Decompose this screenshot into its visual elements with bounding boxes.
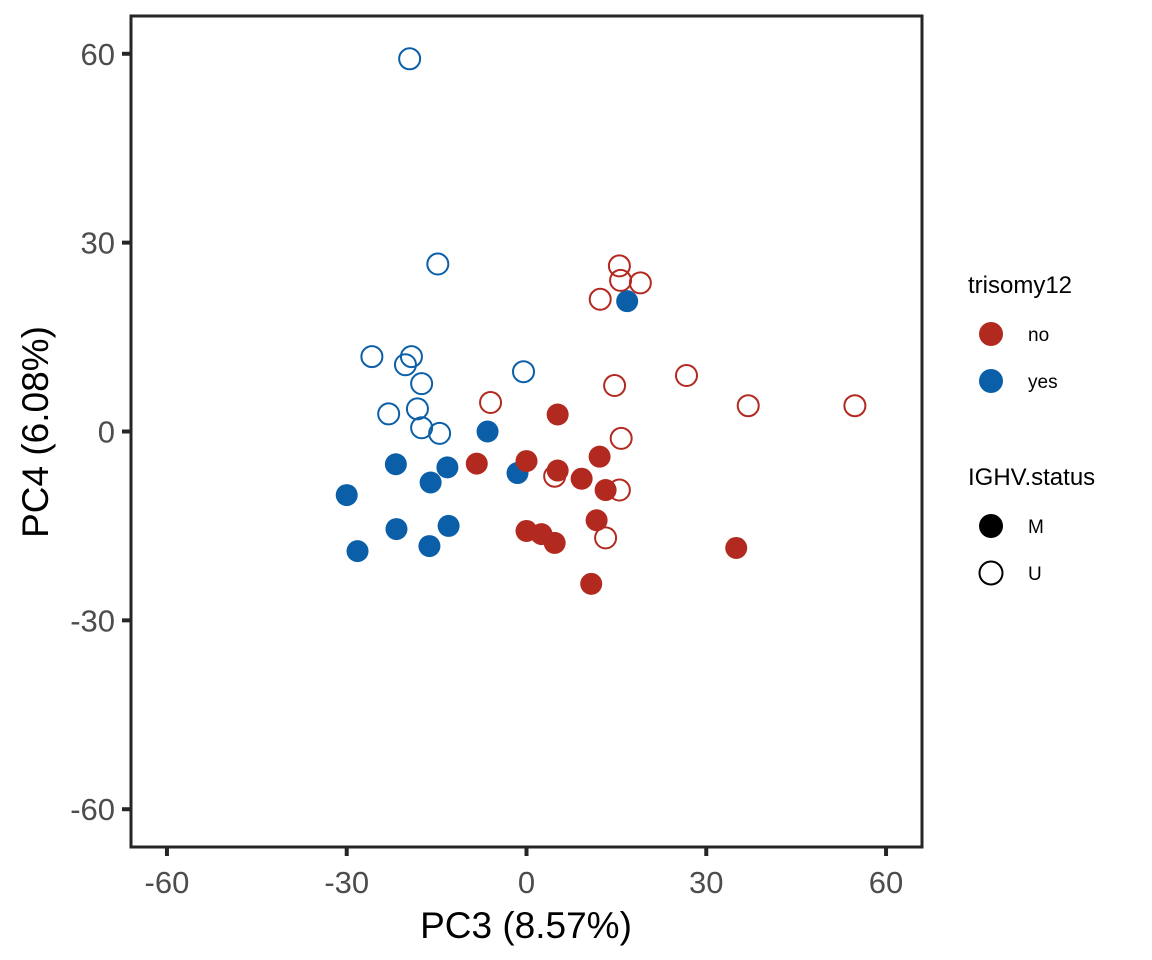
legend-key — [979, 322, 1003, 346]
x-tick-label: 60 — [869, 865, 903, 900]
data-point — [399, 345, 423, 369]
y-tick-label: 0 — [98, 415, 115, 450]
data-point — [546, 459, 569, 482]
x-tick-label: 0 — [518, 865, 535, 900]
data-point — [580, 572, 603, 595]
data-point — [546, 403, 569, 426]
data-point — [410, 416, 434, 440]
data-point — [360, 345, 384, 369]
x-tick-label: -30 — [324, 865, 369, 900]
data-point — [393, 353, 417, 377]
data-point — [594, 526, 618, 550]
data-point — [628, 271, 652, 295]
data-point — [428, 421, 452, 445]
data-point — [405, 397, 429, 421]
data-point — [419, 471, 442, 494]
x-tick-label: -60 — [145, 865, 190, 900]
x-axis: -60 -30 0 30 60 — [145, 848, 903, 900]
data-point — [384, 453, 407, 476]
data-point — [588, 445, 611, 468]
data-point — [603, 374, 627, 398]
points-layer — [335, 47, 867, 595]
y-tick-label: -60 — [70, 792, 115, 827]
data-point — [616, 290, 639, 313]
data-point — [609, 426, 633, 450]
data-point — [465, 452, 488, 475]
x-tick-label: 30 — [689, 865, 723, 900]
data-point — [515, 450, 538, 473]
data-point — [674, 363, 698, 387]
data-point — [512, 360, 536, 384]
legend: trisomy12 no yes IGHV.status M U — [968, 272, 1095, 586]
panel-border — [129, 14, 924, 849]
y-tick-label: 60 — [81, 37, 115, 72]
data-point — [437, 514, 460, 537]
data-point — [594, 479, 617, 502]
data-point — [410, 372, 434, 396]
data-point — [385, 518, 408, 541]
legend-label: yes — [1028, 372, 1058, 393]
data-point — [725, 536, 748, 559]
data-point — [335, 484, 358, 507]
y-tick-label: 30 — [81, 226, 115, 261]
legend-label: M — [1028, 517, 1044, 538]
legend-key — [978, 560, 1004, 586]
data-point — [436, 456, 459, 479]
data-point — [426, 252, 450, 276]
legend-title: IGHV.status — [968, 464, 1095, 491]
legend-title: trisomy12 — [968, 272, 1072, 299]
data-point — [418, 535, 441, 558]
legend-label: U — [1028, 564, 1042, 585]
y-axis: -60 -30 0 30 60 — [70, 37, 130, 827]
data-point — [736, 394, 760, 418]
data-point — [346, 540, 369, 563]
y-axis-title: PC4 (6.08%) — [15, 326, 56, 538]
data-point — [398, 47, 422, 71]
data-point — [843, 394, 867, 418]
legend-key — [979, 369, 1003, 393]
data-point — [479, 391, 503, 415]
data-point — [607, 254, 631, 278]
data-point — [476, 420, 499, 443]
data-point — [543, 531, 566, 554]
panel-background — [131, 16, 922, 847]
data-point — [585, 509, 608, 532]
data-point — [377, 402, 401, 426]
y-tick-label: -30 — [70, 603, 115, 638]
legend-label: no — [1028, 325, 1049, 346]
data-point — [570, 467, 593, 490]
data-point — [588, 287, 612, 311]
x-axis-title: PC3 (8.57%) — [420, 905, 632, 946]
legend-key — [979, 514, 1003, 538]
